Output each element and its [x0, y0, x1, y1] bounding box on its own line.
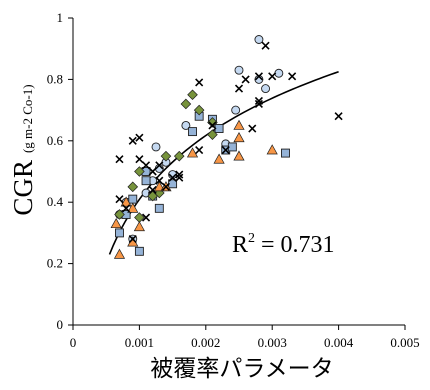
- diamond-point: [154, 187, 165, 199]
- axes: [68, 17, 406, 330]
- r-squared-superscript: 2: [248, 231, 255, 246]
- data-points: [110, 35, 343, 259]
- cross-point: [175, 170, 184, 179]
- cross-point: [148, 185, 157, 194]
- cross-point: [334, 112, 343, 121]
- tick-labels: 0 0.001 0.002 0.003 0.004 0.005 0 0.2 0.4 0.6 0.8 1: [47, 10, 420, 350]
- triangle-point: [120, 196, 132, 207]
- circle-point: [151, 142, 161, 152]
- triangle-point: [133, 221, 145, 232]
- cross-point: [254, 99, 263, 109]
- square-point: [154, 203, 164, 213]
- y-tick-label: 0.8: [47, 71, 63, 86]
- triangle-point: [127, 202, 139, 213]
- r-squared-annotation: R2 = 0.731: [232, 231, 335, 258]
- diamond-point: [160, 150, 172, 162]
- cross-point: [195, 78, 204, 87]
- cross-point: [128, 136, 137, 145]
- triangle-point: [233, 132, 245, 143]
- cross-point: [175, 173, 184, 182]
- trendline-group: [108, 70, 339, 255]
- cross-point: [254, 96, 263, 105]
- cross-point: [221, 145, 230, 155]
- cross-point: [288, 72, 297, 81]
- cross-point: [208, 121, 217, 130]
- cross-point: [115, 195, 124, 204]
- square-point: [141, 176, 151, 186]
- y-axis-label-main: CGR: [8, 160, 38, 216]
- cross-point: [135, 133, 144, 142]
- x-tick-label: 0.003: [258, 335, 287, 350]
- cross-point: [115, 155, 124, 164]
- triangle-point: [186, 147, 199, 158]
- diamond-point: [207, 129, 218, 140]
- circle-point: [181, 120, 191, 130]
- r-squared-prefix: R: [232, 232, 248, 258]
- cross-point: [261, 41, 270, 50]
- cross-point: [155, 176, 164, 185]
- triangle-point: [233, 119, 245, 130]
- y-tick-label: 0.2: [47, 256, 63, 271]
- cross-point: [155, 161, 164, 170]
- cross-point: [141, 161, 151, 170]
- circle-point: [231, 105, 241, 115]
- cross-point: [128, 234, 137, 244]
- trendline: [108, 70, 339, 255]
- diamond-point: [173, 150, 185, 162]
- x-tick-label: 0.002: [191, 335, 220, 350]
- cross-point: [141, 213, 151, 222]
- square-point: [188, 127, 197, 137]
- square-point: [128, 194, 138, 204]
- cross-point: [161, 182, 171, 191]
- triangle-point: [113, 248, 126, 259]
- y-tick-label: 0.4: [47, 194, 64, 209]
- circle-point: [254, 35, 264, 44]
- square-point: [281, 148, 290, 158]
- cross-point: [241, 75, 250, 84]
- circle-point: [234, 65, 244, 75]
- diamond-point: [187, 89, 198, 101]
- x-tick-label: 0: [70, 335, 77, 350]
- diamond-point: [134, 166, 145, 177]
- y-axis-label-unit: (g m-2 Co-1): [20, 84, 35, 153]
- diamond-point: [207, 117, 218, 128]
- cross-point: [168, 173, 177, 182]
- triangle-point: [213, 153, 225, 164]
- diamond-point: [114, 209, 125, 220]
- x-tick-label: 0.005: [390, 335, 419, 350]
- cross-point: [122, 204, 131, 213]
- triangle-point: [110, 217, 122, 229]
- x-axis-label: 被覆率パラメータ: [150, 356, 333, 382]
- cross-point: [268, 72, 277, 81]
- cross-point: [135, 155, 144, 164]
- y-axis-label: CGR (g m-2 Co-1): [8, 84, 38, 215]
- cross-point: [148, 167, 157, 176]
- y-tick-label: 0: [57, 317, 64, 332]
- r-squared-value: = 0.731: [255, 232, 335, 258]
- triangle-point: [233, 150, 245, 161]
- cross-point: [254, 72, 263, 81]
- diamond-point: [127, 181, 139, 193]
- circle-point: [261, 84, 271, 94]
- cross-point: [248, 124, 257, 133]
- cross-point: [195, 145, 204, 155]
- x-tick-label: 0.001: [125, 335, 154, 350]
- y-tick-label: 1: [57, 10, 64, 25]
- cross-point: [234, 84, 244, 93]
- diamond-point: [180, 98, 192, 110]
- y-tick-label: 0.6: [47, 133, 64, 148]
- square-point: [134, 246, 144, 256]
- x-tick-label: 0.004: [324, 335, 354, 350]
- square-point: [115, 228, 124, 238]
- triangle-point: [266, 144, 278, 155]
- diamond-point: [193, 104, 205, 116]
